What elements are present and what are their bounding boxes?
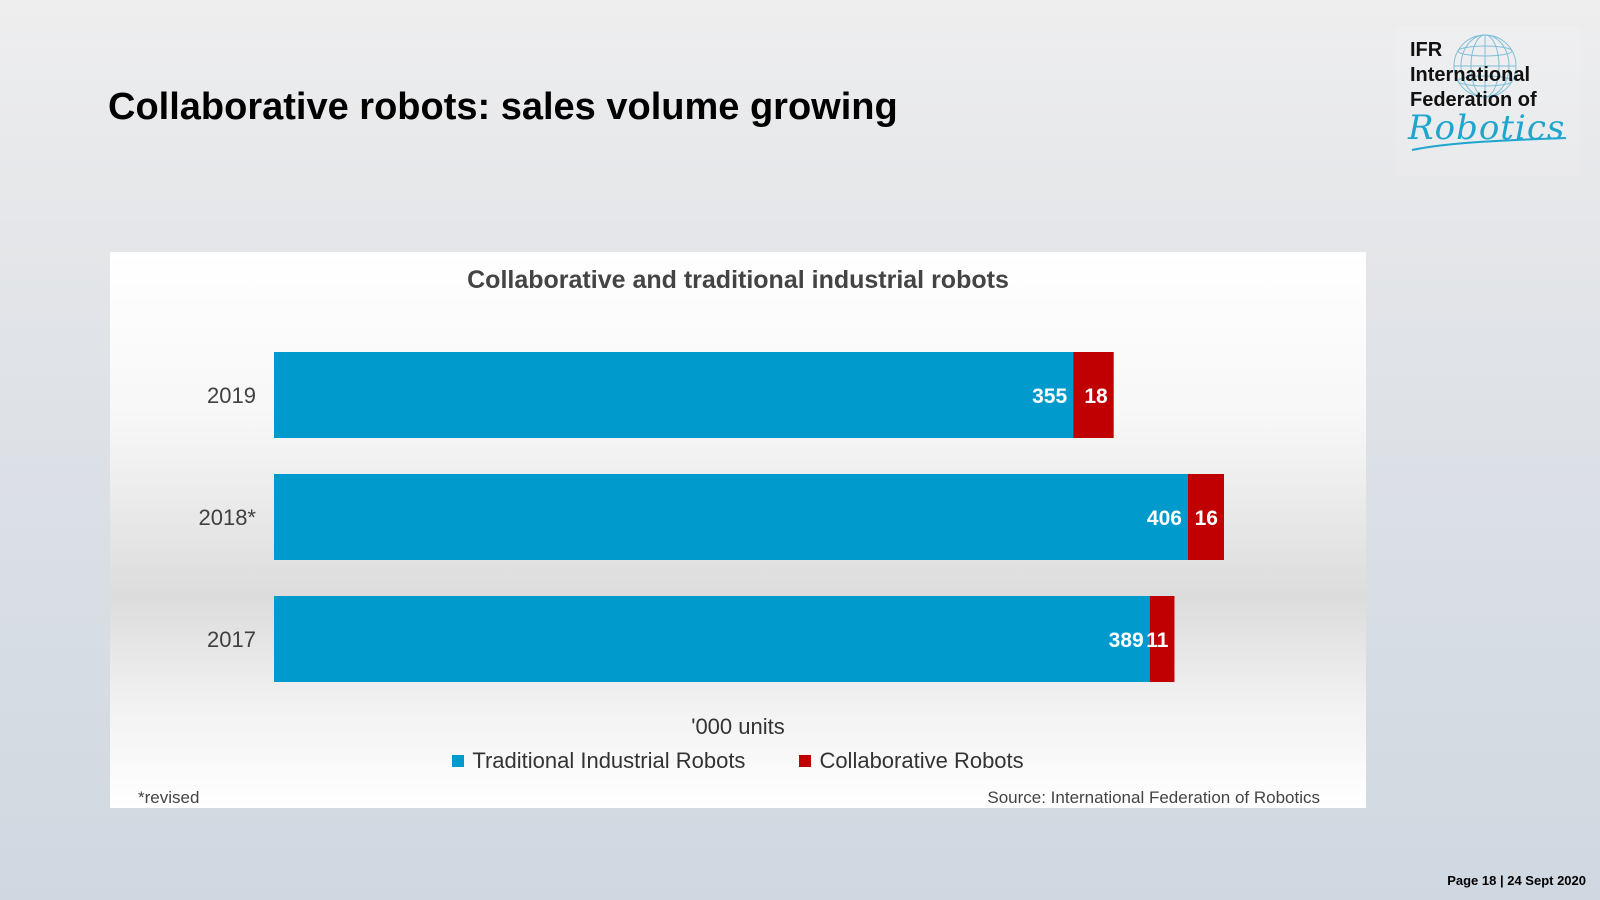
slide-title: Collaborative robots: sales volume growi… — [108, 86, 898, 128]
footnote: *revised — [138, 788, 200, 807]
bar-traditional — [274, 474, 1188, 560]
logo-line-international: International — [1410, 64, 1531, 86]
chart-legend: Traditional Industrial Robots Collaborat… — [110, 748, 1366, 774]
source-note: Source: International Federation of Robo… — [987, 788, 1320, 807]
bar-collaborative — [1073, 352, 1114, 438]
swoosh-icon — [1411, 137, 1567, 151]
axis-unit-label: '000 units — [691, 714, 785, 739]
bar-collaborative — [1149, 596, 1175, 682]
legend-label-traditional: Traditional Industrial Robots — [472, 748, 746, 773]
ifr-logo: IFR International Federation of Robotics — [1396, 26, 1580, 176]
legend-swatch-traditional — [452, 755, 465, 767]
bar-chart: 2019 355 18 2018* 406 16 2017 389 11 — [198, 352, 1224, 682]
globe-icon — [1453, 34, 1517, 98]
data-label: 18 — [1084, 385, 1108, 408]
bar-traditional — [274, 596, 1150, 682]
category-label: 2018* — [198, 505, 256, 530]
logo-line-ifr: IFR — [1410, 39, 1443, 61]
category-label: 2017 — [207, 627, 256, 652]
chart-title: Collaborative and traditional industrial… — [467, 266, 1009, 294]
data-label: 389 — [1109, 629, 1144, 652]
data-label: 355 — [1032, 385, 1067, 408]
legend-item-collaborative: Collaborative Robots — [799, 748, 1024, 774]
data-label: 16 — [1195, 507, 1218, 530]
bar-traditional — [274, 352, 1074, 438]
data-label: 11 — [1146, 629, 1169, 652]
category-label: 2019 — [207, 383, 256, 408]
data-label: 406 — [1147, 507, 1182, 530]
legend-item-traditional: Traditional Industrial Robots — [452, 748, 745, 774]
legend-label-collaborative: Collaborative Robots — [819, 748, 1024, 773]
bar-collaborative — [1187, 474, 1224, 560]
logo-line-federation: Federation of — [1410, 89, 1537, 111]
page-footer: Page 18 | 24 Sept 2020 — [1447, 873, 1586, 888]
chart-panel: Collaborative and traditional industrial… — [110, 252, 1366, 808]
legend-swatch-collaborative — [799, 755, 812, 767]
